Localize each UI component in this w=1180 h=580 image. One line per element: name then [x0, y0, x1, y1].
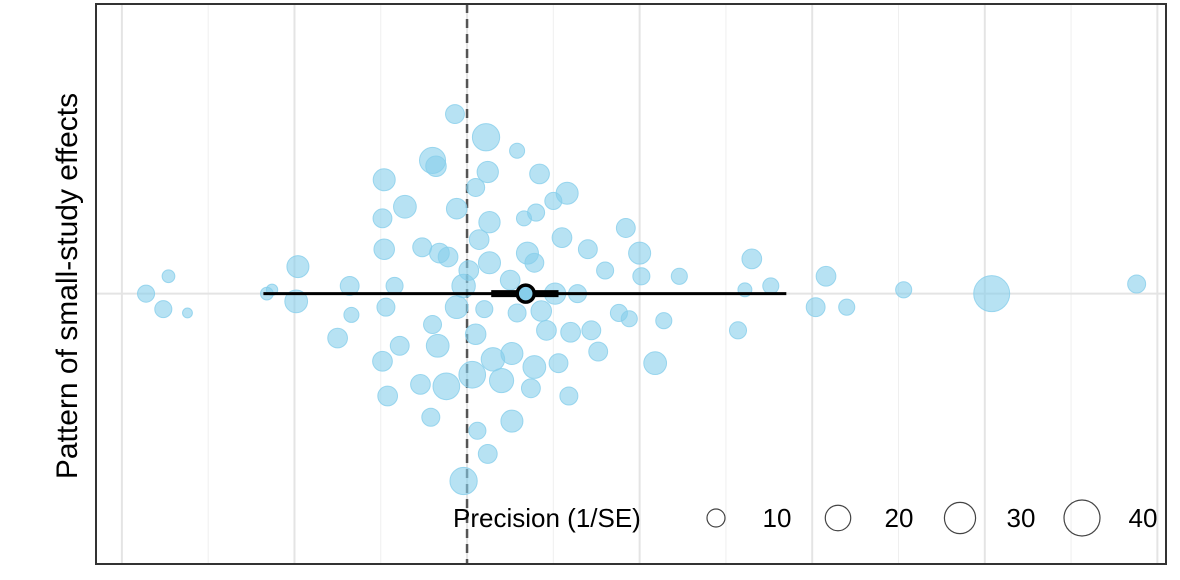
- study-point: [412, 237, 433, 258]
- summary-estimate: [263, 283, 787, 304]
- study-point: [815, 265, 837, 287]
- study-point: [728, 321, 748, 340]
- study-point: [520, 378, 541, 399]
- study-point: [421, 407, 441, 427]
- y-axis-label: Pattern of small-study effects: [51, 93, 84, 479]
- study-point: [560, 321, 581, 343]
- data-points: [137, 104, 1147, 496]
- study-point: [577, 239, 598, 260]
- study-point: [445, 197, 468, 220]
- study-point: [499, 269, 521, 291]
- study-point: [509, 142, 526, 159]
- study-point: [500, 409, 524, 433]
- study-point: [643, 351, 668, 376]
- study-point: [137, 284, 156, 303]
- study-point: [529, 163, 550, 185]
- study-point: [895, 281, 913, 299]
- study-point: [385, 276, 404, 295]
- study-point: [154, 300, 173, 319]
- study-point: [551, 227, 573, 249]
- legend-title: Precision (1/SE): [453, 503, 641, 533]
- legend-key-label: 10: [763, 503, 792, 533]
- study-point: [284, 289, 309, 314]
- study-point: [372, 208, 393, 229]
- study-point: [423, 315, 443, 335]
- study-point: [655, 312, 673, 330]
- study-point: [741, 248, 763, 270]
- study-point: [445, 104, 465, 125]
- study-point: [628, 241, 652, 265]
- study-point: [373, 238, 395, 261]
- study-point: [466, 177, 486, 197]
- study-point: [182, 307, 193, 319]
- study-point: [478, 211, 501, 234]
- study-point: [615, 218, 636, 238]
- study-point: [161, 269, 176, 284]
- study-point: [555, 181, 579, 205]
- study-point: [536, 319, 557, 341]
- study-point: [559, 386, 579, 406]
- study-point: [468, 229, 490, 250]
- study-point: [476, 160, 499, 184]
- study-point: [477, 443, 498, 464]
- study-point: [507, 303, 527, 323]
- legend-key-label: 40: [1129, 503, 1158, 533]
- legend-key-circle: [706, 508, 726, 528]
- study-point: [475, 300, 494, 319]
- study-point: [620, 310, 638, 328]
- study-point: [393, 194, 417, 219]
- study-point: [488, 367, 515, 394]
- legend-key-label: 20: [885, 503, 914, 533]
- study-point: [458, 260, 480, 281]
- study-point: [286, 255, 310, 279]
- study-point: [973, 275, 1011, 313]
- study-point: [762, 277, 780, 295]
- study-point: [339, 275, 360, 296]
- study-point: [425, 155, 447, 177]
- study-point: [588, 341, 609, 362]
- legend-key-circle: [943, 501, 977, 535]
- study-point: [343, 306, 360, 323]
- study-point: [432, 372, 461, 401]
- legend: Precision (1/SE) 10 20 30 40: [453, 499, 1158, 537]
- study-point: [377, 385, 399, 407]
- study-point: [838, 298, 856, 316]
- study-point: [515, 210, 533, 227]
- study-point: [458, 360, 487, 389]
- study-point: [805, 297, 826, 318]
- study-point: [376, 297, 396, 317]
- study-point: [1127, 274, 1147, 294]
- study-point: [670, 267, 688, 285]
- study-point: [444, 295, 469, 320]
- study-point: [471, 123, 501, 152]
- study-point: [425, 333, 450, 358]
- study-point: [389, 335, 410, 356]
- study-point: [410, 374, 431, 395]
- study-point: [372, 168, 396, 192]
- legend-key-label: 30: [1007, 503, 1036, 533]
- study-point: [548, 353, 569, 374]
- study-point: [468, 421, 487, 440]
- plot-panel-border: [95, 3, 1167, 565]
- study-point: [500, 341, 524, 366]
- study-point: [372, 350, 393, 372]
- legend-key-circle: [824, 504, 852, 532]
- study-point: [464, 323, 487, 345]
- study-point: [437, 246, 459, 268]
- summary-estimate-point: [515, 283, 536, 304]
- study-point: [327, 327, 348, 349]
- study-point: [522, 355, 547, 379]
- study-point: [581, 320, 602, 341]
- study-point: [596, 261, 615, 280]
- study-point: [530, 300, 553, 322]
- study-point: [477, 251, 502, 275]
- study-point: [449, 466, 478, 496]
- study-point: [632, 267, 651, 286]
- study-point: [524, 252, 545, 273]
- legend-key-circle: [1063, 499, 1101, 537]
